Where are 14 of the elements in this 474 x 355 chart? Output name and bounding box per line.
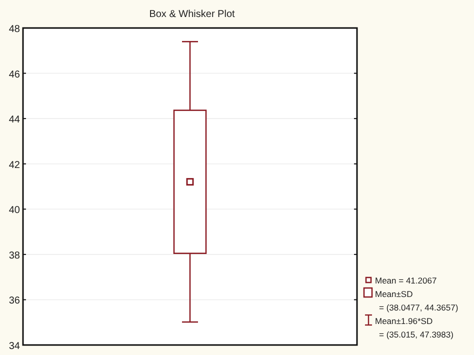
y-tick-label: 46	[8, 69, 20, 80]
y-tick-label: 38	[8, 250, 20, 262]
text: Mean±1.96*SD	[375, 316, 433, 326]
y-tick-label: 42	[8, 160, 20, 171]
y-tick-label: 36	[8, 296, 20, 307]
text: = (38.0477, 44.3657)	[379, 302, 458, 312]
text: Mean±SD	[375, 289, 413, 299]
y-tick-label: 34	[8, 341, 20, 352]
text: Mean = 41.2067	[375, 276, 437, 286]
y-tick-label: 48	[8, 24, 20, 35]
chart-title: Box & Whisker Plot	[149, 9, 236, 20]
text: = (35.015, 47.3983)	[379, 330, 454, 340]
y-tick-label: 44	[8, 114, 20, 126]
y-tick-label: 40	[8, 205, 20, 216]
